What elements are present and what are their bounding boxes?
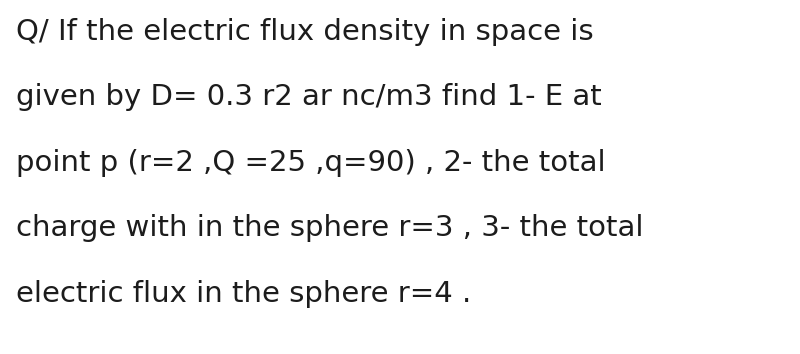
Text: charge with in the sphere r=3 , 3- the total: charge with in the sphere r=3 , 3- the t… (16, 214, 643, 242)
Text: given by D= 0.3 r2 ar nc/m3 find 1- E at: given by D= 0.3 r2 ar nc/m3 find 1- E at (16, 83, 602, 111)
Text: electric flux in the sphere r=4 .: electric flux in the sphere r=4 . (16, 280, 471, 308)
Text: point p (r=2 ,Q =25 ,q=90) , 2- the total: point p (r=2 ,Q =25 ,q=90) , 2- the tota… (16, 149, 606, 177)
Text: Q/ If the electric flux density in space is: Q/ If the electric flux density in space… (16, 18, 594, 46)
